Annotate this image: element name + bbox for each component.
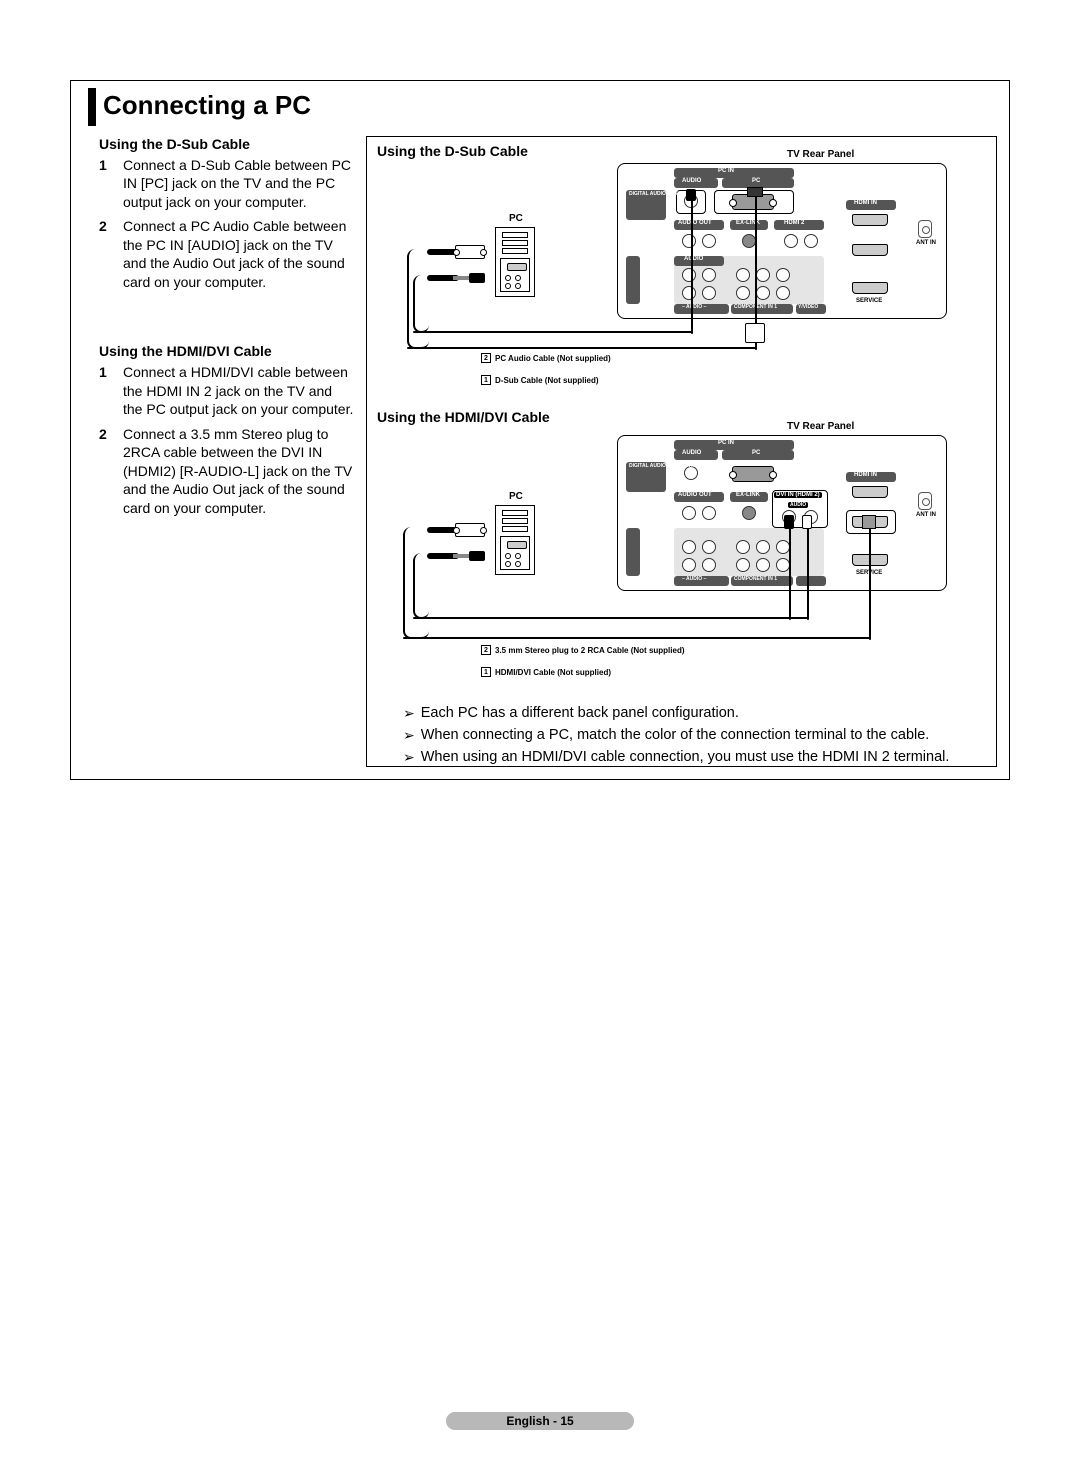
note-text: Each PC has a different back panel confi… bbox=[421, 703, 739, 725]
dsub-diagram: Using the D-Sub Cable TV Rear Panel PC P… bbox=[367, 137, 996, 405]
instructions-column: Using the D-Sub Cable 1 Connect a D-Sub … bbox=[99, 136, 354, 767]
caption-text: 3.5 mm Stereo plug to 2 RCA Cable (Not s… bbox=[495, 646, 685, 655]
pc-tower-icon bbox=[495, 505, 535, 575]
page-footer: English - 15 bbox=[0, 1412, 1080, 1430]
note-3: ➢ When using an HDMI/DVI cable connection… bbox=[403, 747, 988, 769]
dsub-diagram-title: Using the D-Sub Cable bbox=[377, 143, 528, 159]
stereo-plug-icon bbox=[427, 547, 485, 565]
rca-white-icon bbox=[802, 515, 812, 529]
caption-hdmi-cable: 1HDMI/DVI Cable (Not supplied) bbox=[481, 667, 611, 677]
diagram-panel: Using the D-Sub Cable TV Rear Panel PC P… bbox=[366, 136, 997, 767]
caption-text: PC Audio Cable (Not supplied) bbox=[495, 354, 611, 363]
caption-text: HDMI/DVI Cable (Not supplied) bbox=[495, 668, 611, 677]
lbl-pc: PC bbox=[752, 178, 760, 184]
lbl-audio-out: AUDIO OUT bbox=[678, 220, 712, 226]
hdmi-port-icon bbox=[852, 214, 888, 226]
caption-text: D-Sub Cable (Not supplied) bbox=[495, 376, 599, 385]
hdmi-heading: Using the HDMI/DVI Cable bbox=[99, 343, 354, 359]
arrow-icon: ➢ bbox=[403, 725, 415, 747]
arrow-icon: ➢ bbox=[403, 747, 415, 769]
note-text: When using an HDMI/DVI cable connection,… bbox=[421, 747, 950, 769]
dsub-plug-icon bbox=[427, 243, 485, 261]
ant-port-icon bbox=[918, 220, 932, 238]
page-title: Connecting a PC bbox=[103, 90, 311, 121]
step-text: Connect a 3.5 mm Stereo plug to 2RCA cab… bbox=[123, 425, 354, 517]
tv-rear-panel: PC IN AUDIO PC DIGITAL AUDIO OUT (OPTICA… bbox=[617, 435, 947, 591]
audio-plug-icon bbox=[427, 269, 485, 287]
footer-pill: English - 15 bbox=[446, 1412, 633, 1430]
arrow-icon: ➢ bbox=[403, 703, 415, 725]
lbl-ant: ANT IN bbox=[916, 240, 936, 246]
notes-block: ➢ Each PC has a different back panel conf… bbox=[367, 703, 996, 768]
lbl-hdmi2: HDMI 2 bbox=[784, 220, 804, 226]
note-2: ➢ When connecting a PC, match the color o… bbox=[403, 725, 988, 747]
lbl-service: SERVICE bbox=[856, 298, 882, 304]
lbl-hdmi-in: HDMI IN bbox=[854, 200, 877, 206]
note-text: When connecting a PC, match the color of… bbox=[421, 725, 930, 747]
hdmi-step-2: 2 Connect a 3.5 mm Stereo plug to 2RCA c… bbox=[99, 425, 354, 517]
step-number: 1 bbox=[99, 156, 113, 211]
step-text: Connect a PC Audio Cable between the PC … bbox=[123, 217, 354, 291]
hdmi-step-1: 1 Connect a HDMI/DVI cable between the H… bbox=[99, 363, 354, 418]
title-bar: Connecting a PC bbox=[71, 88, 1011, 126]
lbl-dvi-audio: AUDIO bbox=[788, 502, 808, 508]
hdmi-diagram: Using the HDMI/DVI Cable TV Rear Panel P… bbox=[367, 405, 996, 689]
step-text: Connect a HDMI/DVI cable between the HDM… bbox=[123, 363, 354, 418]
dvi-plug-icon bbox=[427, 521, 485, 539]
footer-page: 15 bbox=[560, 1414, 573, 1428]
hdmi-connector-icon bbox=[862, 515, 876, 529]
hdmi-diagram-title: Using the HDMI/DVI Cable bbox=[377, 409, 550, 425]
dsub-step-2: 2 Connect a PC Audio Cable between the P… bbox=[99, 217, 354, 291]
content-columns: Using the D-Sub Cable 1 Connect a D-Sub … bbox=[99, 136, 997, 767]
lbl-dvi: DVI IN (HDMI 2) bbox=[774, 492, 822, 498]
caption-audio-cable: 2PC Audio Cable (Not supplied) bbox=[481, 353, 611, 363]
title-accent bbox=[88, 88, 96, 126]
step-number: 2 bbox=[99, 425, 113, 517]
dsub-heading: Using the D-Sub Cable bbox=[99, 136, 354, 152]
tv-rear-label: TV Rear Panel bbox=[787, 421, 854, 432]
pc-label: PC bbox=[509, 213, 523, 224]
step-number: 1 bbox=[99, 363, 113, 418]
caption-dsub-cable: 1D-Sub Cable (Not supplied) bbox=[481, 375, 599, 385]
note-1: ➢ Each PC has a different back panel conf… bbox=[403, 703, 988, 725]
pc-tower-icon bbox=[495, 227, 535, 297]
step-text: Connect a D-Sub Cable between PC IN [PC]… bbox=[123, 156, 354, 211]
audio-connector-icon bbox=[686, 189, 696, 201]
vga-connector-icon bbox=[747, 187, 763, 197]
rca-red-icon bbox=[784, 515, 794, 529]
dsub-step-1: 1 Connect a D-Sub Cable between PC IN [P… bbox=[99, 156, 354, 211]
step-number: 2 bbox=[99, 217, 113, 291]
pc-label: PC bbox=[509, 491, 523, 502]
caption-stereo-cable: 23.5 mm Stereo plug to 2 RCA Cable (Not … bbox=[481, 645, 685, 655]
tv-rear-label: TV Rear Panel bbox=[787, 149, 854, 160]
footer-lang: English bbox=[506, 1414, 549, 1428]
lbl-audio: AUDIO bbox=[682, 178, 701, 184]
lbl-pcin: PC IN bbox=[718, 168, 734, 174]
manual-page: Connecting a PC Using the D-Sub Cable 1 … bbox=[0, 0, 1080, 1474]
tv-rear-panel: PC IN AUDIO PC DIGITAL AUDIO OUT (OPTICA… bbox=[617, 163, 947, 319]
page-frame: Connecting a PC Using the D-Sub Cable 1 … bbox=[70, 80, 1010, 780]
lbl-yvideo: Y/VIDEO bbox=[798, 304, 818, 310]
lbl-audio-r: AUDIO bbox=[684, 256, 703, 262]
